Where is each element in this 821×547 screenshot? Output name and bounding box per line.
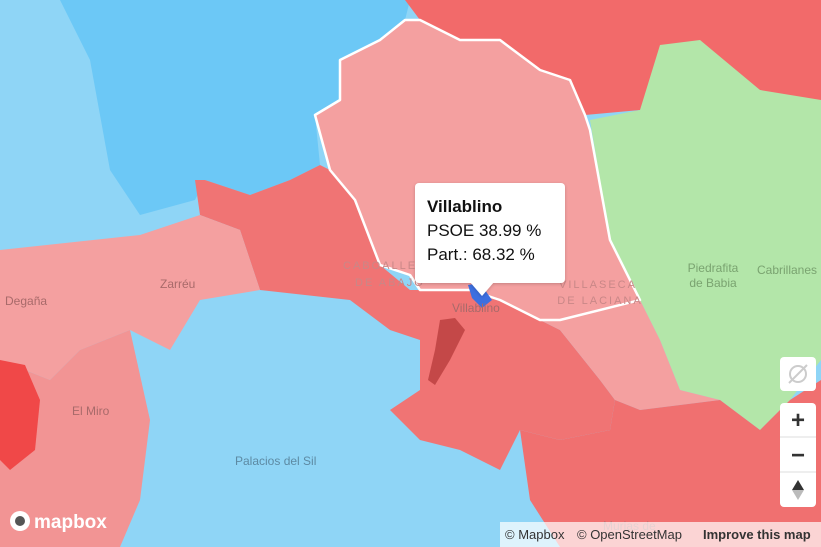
- geolocate-control[interactable]: [780, 357, 816, 391]
- icon: [788, 364, 808, 384]
- region: [405, 0, 821, 115]
- place-label: DE ABAJO: [355, 277, 425, 289]
- place-label: DE LACIANA: [557, 295, 642, 307]
- logo-icon: [15, 516, 25, 526]
- place-label: Palacios del Sil: [235, 454, 316, 468]
- place-label: El Miro: [72, 404, 110, 418]
- region: [590, 40, 821, 430]
- region: [520, 380, 821, 547]
- popup-line: PSOE 38.99 %: [427, 221, 541, 240]
- popup-box: [415, 183, 565, 283]
- place-label: Zarréu: [160, 277, 195, 291]
- popup-tip: [470, 282, 494, 296]
- zoom-in[interactable]: +: [791, 407, 805, 434]
- place-label: Degaña: [5, 294, 47, 308]
- region: [0, 360, 40, 470]
- place-label: de Babia: [689, 276, 737, 290]
- region: [0, 330, 150, 547]
- place-label: CABOALLES: [343, 260, 426, 272]
- control-group: [780, 403, 816, 507]
- logo-text: mapbox: [34, 512, 107, 533]
- navigation-control: + −: [780, 403, 816, 507]
- attribution[interactable]: © Mapbox: [505, 527, 565, 542]
- place-label: Piedrafita: [688, 261, 739, 275]
- attribution[interactable]: Improve this map: [703, 527, 811, 542]
- place-label: VILLASECA: [559, 279, 637, 291]
- place-label: Villablino: [452, 301, 500, 315]
- reservoir: [428, 318, 465, 385]
- region: [195, 165, 615, 470]
- popup-line: Part.: 68.32 %: [427, 245, 535, 264]
- compass[interactable]: [792, 480, 804, 490]
- logo[interactable]: mapbox: [10, 511, 107, 533]
- region: [60, 0, 410, 215]
- compass[interactable]: [792, 490, 804, 500]
- region: [540, 300, 720, 410]
- place-label: Cabrillanes: [757, 263, 817, 277]
- attribution[interactable]: © OpenStreetMap: [577, 527, 682, 542]
- popup-title: Villablino: [427, 197, 502, 216]
- icon: [789, 365, 807, 383]
- attribution-bar: [500, 522, 821, 547]
- municipality-shape[interactable]: [468, 283, 492, 308]
- region: [0, 215, 260, 380]
- zoom-out[interactable]: −: [791, 442, 805, 469]
- popup: [415, 183, 565, 296]
